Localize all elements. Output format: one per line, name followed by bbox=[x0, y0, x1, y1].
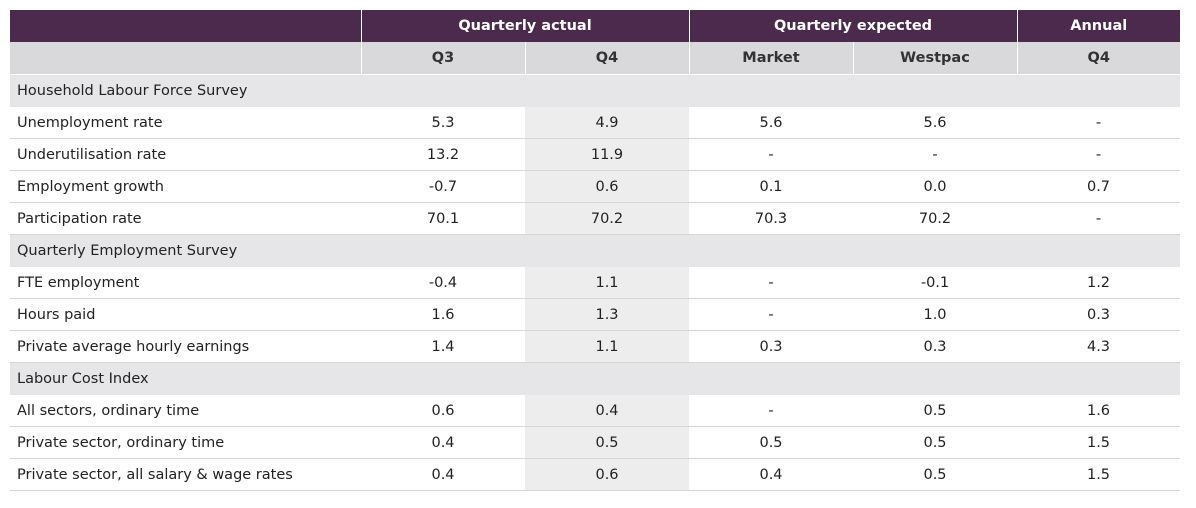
table-cell: 4.3 bbox=[1017, 330, 1180, 363]
table-cell: 0.6 bbox=[525, 170, 689, 203]
table-row: All sectors, ordinary time 0.6 0.4-0.5 1.6 bbox=[10, 395, 1180, 427]
section-row: Household Labour Force Survey bbox=[10, 74, 1180, 107]
group-header-blank bbox=[10, 10, 361, 42]
section-title: Labour Cost Index bbox=[10, 362, 1180, 395]
table-cell: 70.3 bbox=[689, 202, 853, 235]
table-cell: 0.5 bbox=[853, 395, 1017, 427]
table-row: FTE employment -0.4 1.1- -0.1 1.2 bbox=[10, 267, 1180, 299]
table-cell: - bbox=[1017, 107, 1180, 139]
table-row: Private sector, all salary & wage rates 0… bbox=[10, 458, 1180, 491]
table-cell: 0.6 bbox=[361, 395, 525, 427]
sub-header-market: Market bbox=[688, 42, 853, 75]
row-label: All sectors, ordinary time bbox=[10, 395, 361, 427]
table-cell: 0.4 bbox=[361, 426, 525, 459]
table-cell: - bbox=[689, 267, 853, 299]
table-cell: -0.1 bbox=[853, 267, 1017, 299]
sub-header-annual-q4: Q4 bbox=[1016, 42, 1180, 75]
group-header-row: Quarterly actual Quarterly expected Annu… bbox=[10, 10, 1180, 42]
table-cell: -0.4 bbox=[361, 267, 525, 299]
table-row: Underutilisation rate 13.2 11.9- - - bbox=[10, 138, 1180, 171]
table-cell: - bbox=[689, 298, 853, 331]
section-title: Quarterly Employment Survey bbox=[10, 234, 1180, 267]
table-row: Private average hourly earnings 1.4 1.1 0.3… bbox=[10, 330, 1180, 363]
table-cell: 0.5 bbox=[853, 426, 1017, 459]
table-cell: 0.5 bbox=[853, 458, 1017, 491]
section-row: Labour Cost Index bbox=[10, 362, 1180, 395]
table-cell: 1.2 bbox=[1017, 267, 1180, 299]
table-cell: 1.6 bbox=[1017, 395, 1180, 427]
table-cell: - bbox=[1017, 138, 1180, 171]
row-label: Unemployment rate bbox=[10, 107, 361, 139]
table-cell: 1.1 bbox=[525, 267, 689, 299]
table-cell: - bbox=[689, 138, 853, 171]
table-cell: 5.6 bbox=[853, 107, 1017, 139]
table-cell: 0.3 bbox=[689, 330, 853, 363]
table-cell: 0.4 bbox=[525, 395, 689, 427]
table-cell: 0.7 bbox=[1017, 170, 1180, 203]
table-cell: 0.3 bbox=[1017, 298, 1180, 331]
table-cell: 5.3 bbox=[361, 107, 525, 139]
group-header-annual: Annual bbox=[1016, 10, 1180, 42]
row-label: Private sector, all salary & wage rates bbox=[10, 458, 361, 491]
table-cell: 11.9 bbox=[525, 138, 689, 171]
table-cell: 70.2 bbox=[853, 202, 1017, 235]
section-title: Household Labour Force Survey bbox=[10, 74, 1180, 107]
table-cell: 5.6 bbox=[689, 107, 853, 139]
table-cell: 0.1 bbox=[689, 170, 853, 203]
row-label: Hours paid bbox=[10, 298, 361, 331]
section-row: Quarterly Employment Survey bbox=[10, 234, 1180, 267]
table-cell: 1.5 bbox=[1017, 426, 1180, 459]
table-cell: 13.2 bbox=[361, 138, 525, 171]
table-cell: -0.7 bbox=[361, 170, 525, 203]
table-row: Private sector, ordinary time 0.4 0.5 0.5 0.… bbox=[10, 426, 1180, 459]
group-header-quarterly-actual: Quarterly actual bbox=[360, 10, 689, 42]
table-cell: 0.5 bbox=[689, 426, 853, 459]
table-row: Participation rate 70.1 70.2 70.3 70.2- bbox=[10, 202, 1180, 235]
table-body: Household Labour Force Survey Unemploymen… bbox=[10, 74, 1180, 491]
sub-header-row: Q3 Q4 Market Westpac Q4 bbox=[10, 42, 1180, 75]
table-cell: 70.2 bbox=[525, 202, 689, 235]
table-cell: 1.1 bbox=[525, 330, 689, 363]
row-label: Underutilisation rate bbox=[10, 138, 361, 171]
table-cell: 1.3 bbox=[525, 298, 689, 331]
table-cell: 1.5 bbox=[1017, 458, 1180, 491]
table-cell: 0.0 bbox=[853, 170, 1017, 203]
group-header-quarterly-expected: Quarterly expected bbox=[688, 10, 1017, 42]
table-cell: 0.4 bbox=[689, 458, 853, 491]
table-cell: 70.1 bbox=[361, 202, 525, 235]
table-row: Employment growth -0.7 0.6 0.1 0.0 0.7 bbox=[10, 170, 1180, 203]
table-cell: 1.6 bbox=[361, 298, 525, 331]
row-label: FTE employment bbox=[10, 267, 361, 299]
row-label: Employment growth bbox=[10, 170, 361, 203]
sub-header-westpac: Westpac bbox=[852, 42, 1017, 75]
table-cell: - bbox=[689, 395, 853, 427]
table-cell: 0.6 bbox=[525, 458, 689, 491]
table-cell: - bbox=[853, 138, 1017, 171]
labour-market-table: Quarterly actual Quarterly expected Annu… bbox=[10, 10, 1180, 491]
labour-market-table-container: Quarterly actual Quarterly expected Annu… bbox=[10, 10, 1180, 491]
row-label: Private average hourly earnings bbox=[10, 330, 361, 363]
table-cell: - bbox=[1017, 202, 1180, 235]
table-row: Unemployment rate 5.3 4.9 5.6 5.6- bbox=[10, 107, 1180, 139]
table-cell: 0.4 bbox=[361, 458, 525, 491]
table-cell: 1.0 bbox=[853, 298, 1017, 331]
row-label: Participation rate bbox=[10, 202, 361, 235]
table-row: Hours paid 1.6 1.3-1.0 0.3 bbox=[10, 298, 1180, 331]
table-cell: 0.3 bbox=[853, 330, 1017, 363]
table-cell: 1.4 bbox=[361, 330, 525, 363]
table-cell: 4.9 bbox=[525, 107, 689, 139]
table-cell: 0.5 bbox=[525, 426, 689, 459]
sub-header-blank bbox=[10, 42, 361, 75]
sub-header-q4: Q4 bbox=[524, 42, 689, 75]
row-label: Private sector, ordinary time bbox=[10, 426, 361, 459]
sub-header-q3: Q3 bbox=[360, 42, 525, 75]
